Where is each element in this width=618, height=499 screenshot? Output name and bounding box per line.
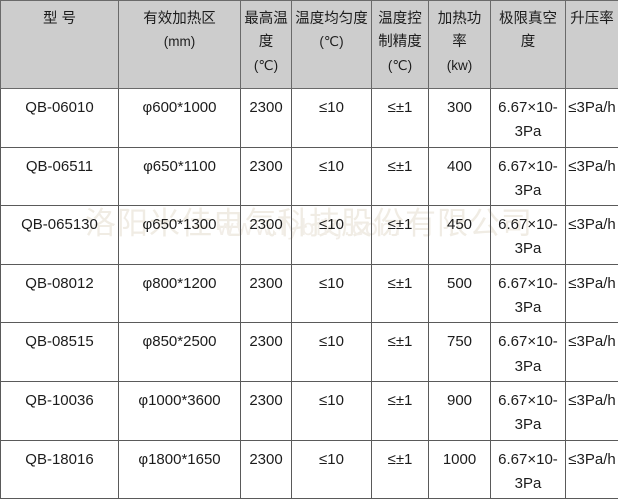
column-header-max-temperature-label: 最高温度 xyxy=(243,8,289,55)
cell-uniform: ≤10 xyxy=(292,147,372,206)
cell-maxtemp: 2300 xyxy=(241,323,292,382)
cell-vacuum: 6.67×10-3Pa xyxy=(491,264,566,323)
column-header-temperature-control-accuracy: 温度控制精度 (℃) xyxy=(372,1,429,89)
cell-model: QB-08515 xyxy=(1,323,119,382)
cell-uniform: ≤10 xyxy=(292,440,372,499)
column-header-heating-zone-label: 有效加热区 xyxy=(121,8,238,31)
column-header-temperature-uniformity-unit: (℃) xyxy=(294,31,369,53)
column-header-heating-zone-unit: (mm) xyxy=(121,31,238,53)
cell-vacuum: 6.67×10-3Pa xyxy=(491,440,566,499)
cell-power: 900 xyxy=(429,381,491,440)
cell-rise: ≤3Pa/h xyxy=(566,264,618,323)
column-header-temperature-control-accuracy-unit: (℃) xyxy=(374,55,426,77)
specification-table-container: 洛阳米佳电气科技股份有限公司 www.lybikj.com 型 号 有效加热区 … xyxy=(0,0,618,433)
cell-zone: φ650*1100 xyxy=(119,147,241,206)
cell-uniform: ≤10 xyxy=(292,206,372,265)
cell-ctrl: ≤±1 xyxy=(372,206,429,265)
cell-rise: ≤3Pa/h xyxy=(566,147,618,206)
cell-ctrl: ≤±1 xyxy=(372,89,429,148)
column-header-heating-power-unit: (kw) xyxy=(431,55,488,77)
column-header-ultimate-vacuum: 极限真空度 xyxy=(491,1,566,89)
table-header: 型 号 有效加热区 (mm) 最高温度 (℃) 温度均匀度 (℃) 温度控制精度 xyxy=(1,1,618,89)
cell-uniform: ≤10 xyxy=(292,89,372,148)
cell-maxtemp: 2300 xyxy=(241,147,292,206)
cell-model: QB-18016 xyxy=(1,440,119,499)
cell-rise: ≤3Pa/h xyxy=(566,206,618,265)
column-header-max-temperature: 最高温度 (℃) xyxy=(241,1,292,89)
column-header-model: 型 号 xyxy=(1,1,119,89)
column-header-max-temperature-unit: (℃) xyxy=(243,55,289,77)
cell-maxtemp: 2300 xyxy=(241,89,292,148)
cell-rise: ≤3Pa/h xyxy=(566,89,618,148)
column-header-temperature-uniformity-label: 温度均匀度 xyxy=(294,8,369,31)
cell-ctrl: ≤±1 xyxy=(372,381,429,440)
column-header-temperature-control-accuracy-label: 温度控制精度 xyxy=(374,8,426,55)
cell-ctrl: ≤±1 xyxy=(372,323,429,382)
cell-zone: φ800*1200 xyxy=(119,264,241,323)
cell-power: 400 xyxy=(429,147,491,206)
cell-power: 300 xyxy=(429,89,491,148)
cell-vacuum: 6.67×10-3Pa xyxy=(491,381,566,440)
cell-vacuum: 6.67×10-3Pa xyxy=(491,89,566,148)
column-header-temperature-uniformity: 温度均匀度 (℃) xyxy=(292,1,372,89)
column-header-pressure-rise-rate: 升压率 xyxy=(566,1,618,89)
cell-uniform: ≤10 xyxy=(292,264,372,323)
cell-power: 500 xyxy=(429,264,491,323)
column-header-heating-power-label: 加热功率 xyxy=(431,8,488,55)
cell-rise: ≤3Pa/h xyxy=(566,381,618,440)
cell-rise: ≤3Pa/h xyxy=(566,440,618,499)
cell-model: QB-06010 xyxy=(1,89,119,148)
cell-maxtemp: 2300 xyxy=(241,440,292,499)
cell-power: 450 xyxy=(429,206,491,265)
column-header-heating-zone: 有效加热区 (mm) xyxy=(119,1,241,89)
cell-maxtemp: 2300 xyxy=(241,206,292,265)
cell-uniform: ≤10 xyxy=(292,381,372,440)
cell-zone: φ600*1000 xyxy=(119,89,241,148)
cell-zone: φ850*2500 xyxy=(119,323,241,382)
cell-vacuum: 6.67×10-3Pa xyxy=(491,206,566,265)
column-header-pressure-rise-rate-label: 升压率 xyxy=(568,8,616,31)
cell-model: QB-065130 xyxy=(1,206,119,265)
cell-vacuum: 6.67×10-3Pa xyxy=(491,147,566,206)
cell-uniform: ≤10 xyxy=(292,323,372,382)
column-header-ultimate-vacuum-label: 极限真空度 xyxy=(493,8,563,55)
cell-zone: φ650*1300 xyxy=(119,206,241,265)
cell-ctrl: ≤±1 xyxy=(372,264,429,323)
cell-model: QB-08012 xyxy=(1,264,119,323)
cell-ctrl: ≤±1 xyxy=(372,147,429,206)
cell-model: QB-06511 xyxy=(1,147,119,206)
table-header-row: 型 号 有效加热区 (mm) 最高温度 (℃) 温度均匀度 (℃) 温度控制精度 xyxy=(1,1,618,89)
column-header-model-label: 型 号 xyxy=(3,8,116,31)
cell-model: QB-10036 xyxy=(1,381,119,440)
column-header-heating-power: 加热功率 (kw) xyxy=(429,1,491,89)
cell-power: 750 xyxy=(429,323,491,382)
cell-zone: φ1800*1650 xyxy=(119,440,241,499)
cell-ctrl: ≤±1 xyxy=(372,440,429,499)
cell-power: 1000 xyxy=(429,440,491,499)
cell-zone: φ1000*3600 xyxy=(119,381,241,440)
cell-vacuum: 6.67×10-3Pa xyxy=(491,323,566,382)
cell-maxtemp: 2300 xyxy=(241,381,292,440)
cell-rise: ≤3Pa/h xyxy=(566,323,618,382)
cell-maxtemp: 2300 xyxy=(241,264,292,323)
